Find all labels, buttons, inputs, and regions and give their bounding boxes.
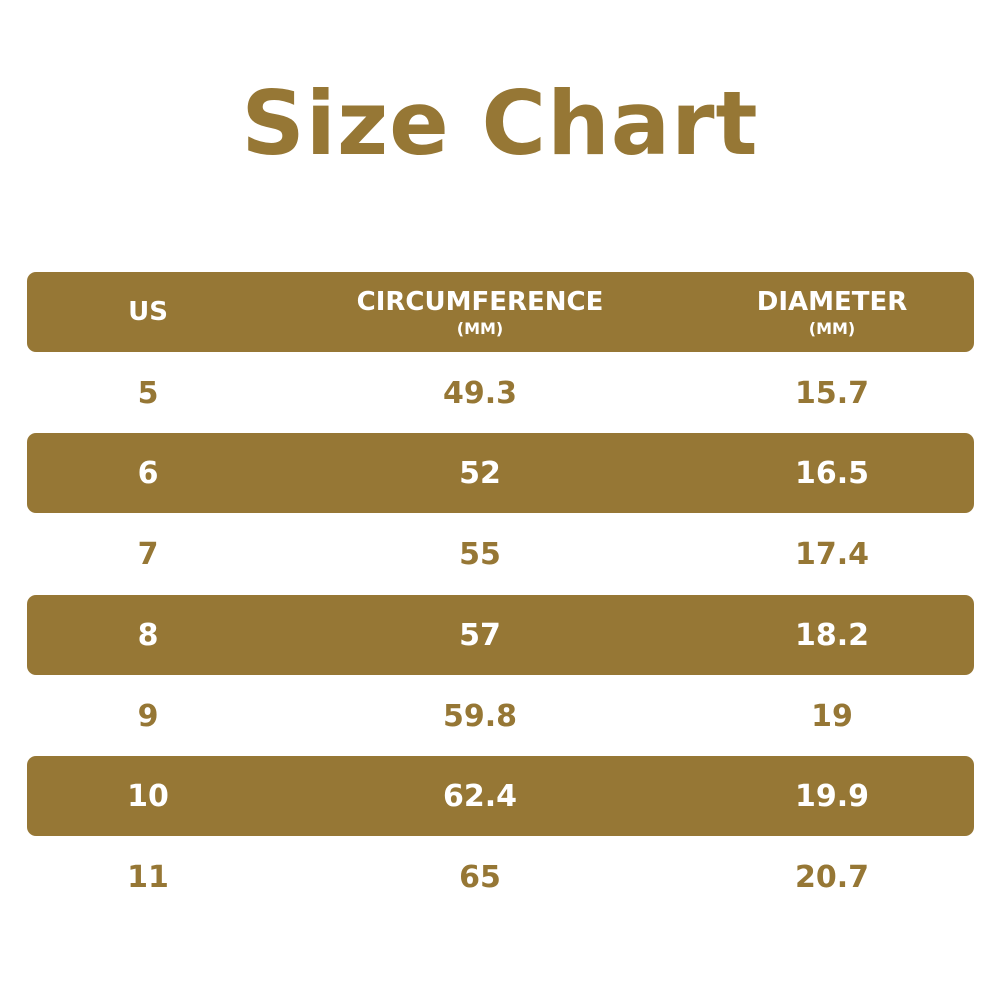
cell-circumference: 65 bbox=[459, 859, 501, 895]
table-row: 10 62.4 19.9 bbox=[27, 756, 974, 836]
cell-us-size: 7 bbox=[137, 536, 159, 572]
header-label: CIRCUMFERENCE bbox=[356, 286, 604, 317]
cell-us-size: 9 bbox=[137, 698, 159, 734]
cell-circumference: 49.3 bbox=[442, 375, 518, 411]
cell-diameter: 19 bbox=[811, 698, 853, 734]
page-title: Size Chart bbox=[241, 72, 759, 175]
table-row: 8 57 18.2 bbox=[27, 595, 974, 675]
cell-us-size: 6 bbox=[137, 455, 159, 491]
table-row: 11 65 20.7 bbox=[27, 837, 974, 917]
cell-circumference: 55 bbox=[459, 536, 501, 572]
cell-circumference: 52 bbox=[459, 455, 501, 491]
header-unit: (MM) bbox=[456, 318, 504, 338]
cell-us-size: 5 bbox=[137, 375, 159, 411]
cell-diameter: 18.2 bbox=[794, 617, 870, 653]
cell-diameter: 20.7 bbox=[794, 859, 870, 895]
header-diameter: DIAMETER (MM) bbox=[757, 272, 908, 352]
cell-us-size: 11 bbox=[127, 859, 169, 895]
cell-circumference: 62.4 bbox=[442, 778, 518, 814]
header-label: DIAMETER bbox=[756, 286, 908, 317]
cell-us-size: 10 bbox=[127, 778, 169, 814]
table-row: 6 52 16.5 bbox=[27, 433, 974, 513]
table-row: 9 59.8 19 bbox=[27, 676, 974, 756]
header-unit: (MM) bbox=[808, 318, 856, 338]
cell-diameter: 19.9 bbox=[794, 778, 870, 814]
cell-diameter: 15.7 bbox=[794, 375, 870, 411]
cell-us-size: 8 bbox=[137, 617, 159, 653]
header-label: US bbox=[128, 297, 168, 327]
cell-diameter: 17.4 bbox=[794, 536, 870, 572]
table-header: US CIRCUMFERENCE (MM) DIAMETER (MM) bbox=[27, 272, 974, 352]
table-row: 5 49.3 15.7 bbox=[27, 353, 974, 433]
header-circumference: CIRCUMFERENCE (MM) bbox=[357, 272, 604, 352]
table-row: 7 55 17.4 bbox=[27, 514, 974, 594]
cell-circumference: 57 bbox=[459, 617, 501, 653]
cell-circumference: 59.8 bbox=[442, 698, 518, 734]
cell-diameter: 16.5 bbox=[794, 455, 870, 491]
header-us: US bbox=[128, 272, 168, 352]
